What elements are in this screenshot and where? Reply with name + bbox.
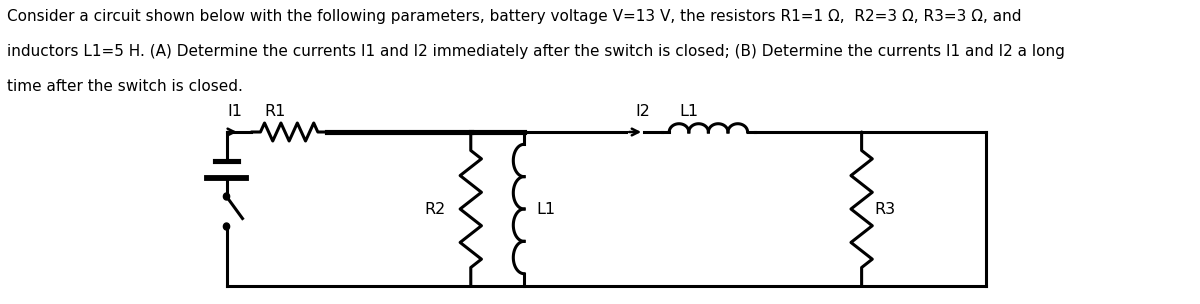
Text: L1: L1 — [679, 104, 698, 119]
Text: I2: I2 — [635, 104, 650, 119]
Text: I1: I1 — [227, 104, 242, 119]
Circle shape — [223, 193, 229, 200]
Text: Consider a circuit shown below with the following parameters, battery voltage V=: Consider a circuit shown below with the … — [7, 9, 1021, 24]
Circle shape — [223, 223, 229, 230]
Text: R1: R1 — [265, 104, 286, 119]
Text: L1: L1 — [536, 202, 556, 216]
Text: time after the switch is closed.: time after the switch is closed. — [7, 79, 242, 94]
Text: R2: R2 — [425, 202, 446, 216]
Text: inductors L1=5 H. (A) Determine the currents I1 and I2 immediately after the swi: inductors L1=5 H. (A) Determine the curr… — [7, 44, 1064, 59]
Text: R3: R3 — [874, 202, 895, 216]
